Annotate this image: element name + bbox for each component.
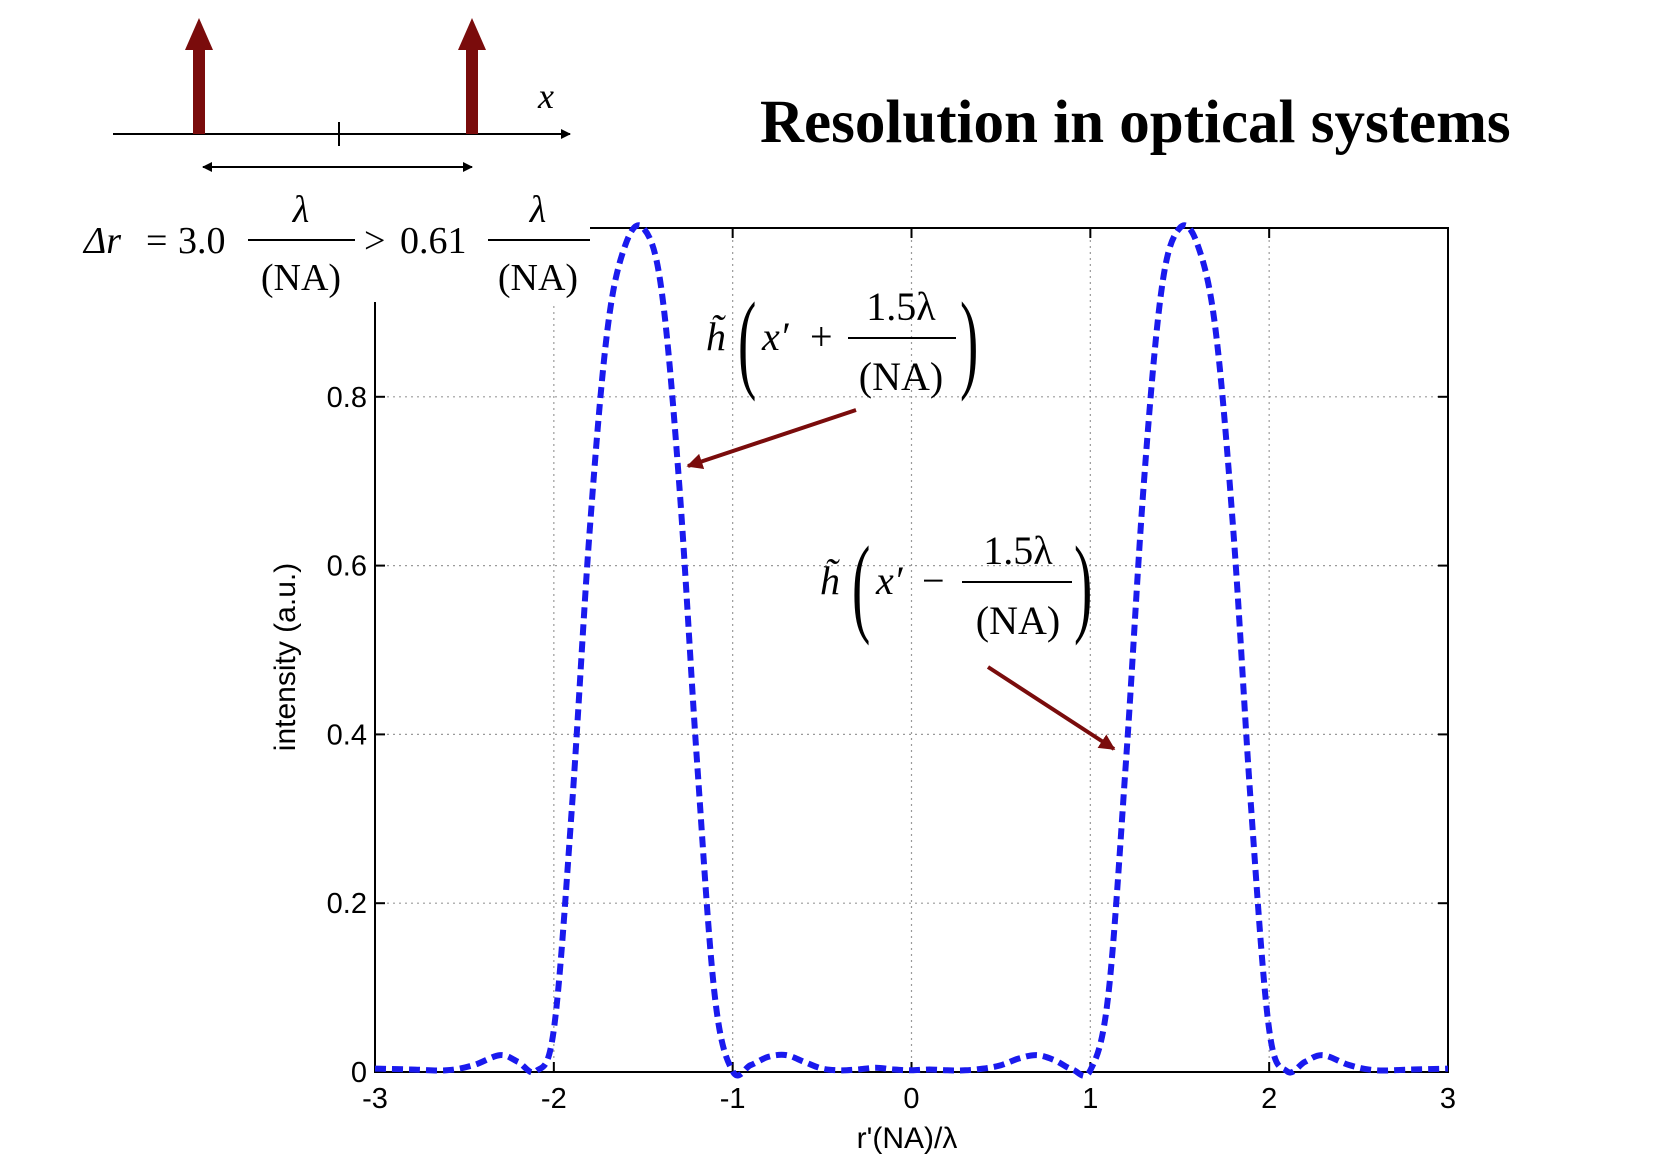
formula-equals: = (146, 220, 167, 262)
annotation-minus-arg: x′ (875, 558, 904, 603)
formula-gt: > (364, 220, 385, 262)
x-tick-label: -3 (362, 1083, 388, 1115)
y-tick-label: 0.6 (327, 551, 367, 583)
grid-lines (375, 228, 1448, 1072)
formula-frac2-den: (NA) (498, 257, 578, 299)
annotation-minus-arrow (986, 665, 1116, 751)
annotation-minus-op: − (922, 558, 945, 603)
x-axis-label: r'(NA)/λ (857, 1122, 958, 1155)
source-diagram: x (113, 18, 571, 172)
formula-coef1: 3.0 (178, 220, 226, 262)
annotation-plus-rparen: ) (960, 281, 978, 402)
y-tick-label: 0.4 (327, 719, 367, 751)
annotation-plus-op: + (810, 314, 833, 359)
x-tick-label: -2 (541, 1083, 567, 1115)
y-tick-label: 0.2 (327, 888, 367, 920)
annotation-plus-arg: x′ (761, 314, 790, 359)
annotation-minus-fn: h̃ (820, 558, 840, 603)
y-axis-label: intensity (a.u.) (269, 563, 302, 751)
annotation-plus-arrow (686, 408, 857, 470)
series-group (374, 222, 1449, 1079)
delta-arrow-right (458, 18, 486, 134)
annotation-plus-lparen: ( (738, 281, 756, 402)
formula-frac1-den: (NA) (261, 257, 341, 299)
x-tick-label: 2 (1261, 1083, 1277, 1115)
annotation-plus: h̃ ( x′ + 1.5λ (NA) ) (686, 281, 978, 470)
annotation-minus-rparen: ) (1074, 525, 1092, 646)
delta-arrow-left (185, 18, 213, 134)
x-tick-label: 0 (903, 1083, 919, 1115)
formula-coef2: 0.61 (400, 220, 467, 262)
x-tick-label: -1 (720, 1083, 746, 1115)
annotation-minus-num: 1.5λ (983, 528, 1053, 573)
diagram-axis-label: x (537, 76, 554, 116)
annotation-plus-fn: h̃ (706, 314, 726, 359)
formula-frac2-num: λ (529, 189, 546, 231)
annotation-minus-lparen: ( (852, 525, 870, 646)
slide-title: Resolution in optical systems (760, 89, 1511, 156)
annotation-minus: h̃ ( x′ − 1.5λ (NA) ) (820, 525, 1116, 751)
intensity-series-line (374, 222, 1449, 1079)
annotation-plus-num: 1.5λ (866, 284, 936, 329)
formula-frac1-num: λ (292, 189, 309, 231)
axis-ticks: -3 -2 -1 0 1 2 3 0 0.2 0.4 0.6 0.8 (327, 228, 1456, 1115)
y-tick-label: 0.8 (327, 382, 367, 414)
annotation-plus-den: (NA) (859, 354, 943, 399)
resolution-formula: Δr = 3.0 λ (NA) > 0.61 λ (NA) (78, 188, 590, 302)
annotation-minus-den: (NA) (976, 598, 1060, 643)
x-tick-label: 3 (1440, 1083, 1456, 1115)
y-tick-label: 0 (351, 1057, 367, 1089)
x-tick-label: 1 (1082, 1083, 1098, 1115)
formula-lhs: Δr (82, 220, 121, 262)
